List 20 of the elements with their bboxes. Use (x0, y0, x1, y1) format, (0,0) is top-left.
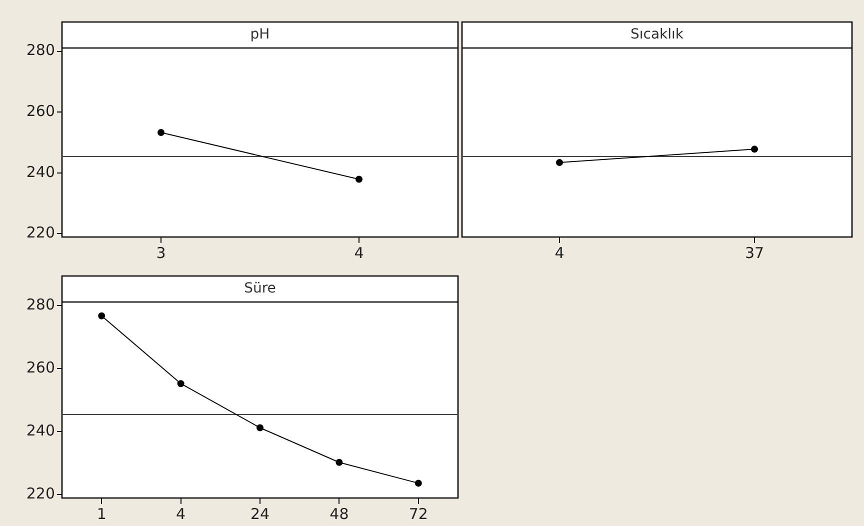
x-tick-label: 4 (176, 504, 186, 523)
y-tick-label: 260 (26, 102, 55, 120)
chart-title: Süre (244, 280, 276, 297)
x-tick-label: 3 (156, 244, 166, 262)
chart-title: Sıcaklık (630, 26, 684, 43)
x-tick-label: 1 (96, 504, 106, 523)
x-tick-label: 4 (354, 244, 364, 262)
y-tick-label: 260 (26, 358, 55, 376)
x-tick-label: 48 (330, 504, 349, 523)
y-tick-label: 280 (26, 41, 55, 60)
x-tick-label: 4 (554, 244, 564, 262)
y-tick-label: 280 (26, 295, 55, 314)
x-tick-label: 37 (744, 244, 764, 262)
y-tick-label: 220 (26, 224, 55, 242)
x-tick-label: 72 (408, 504, 428, 523)
chart-title: pH (250, 26, 270, 43)
y-tick-label: 240 (26, 421, 55, 440)
y-tick-label: 220 (26, 484, 55, 502)
y-tick-label: 240 (26, 162, 55, 181)
x-tick-label: 24 (250, 504, 270, 523)
